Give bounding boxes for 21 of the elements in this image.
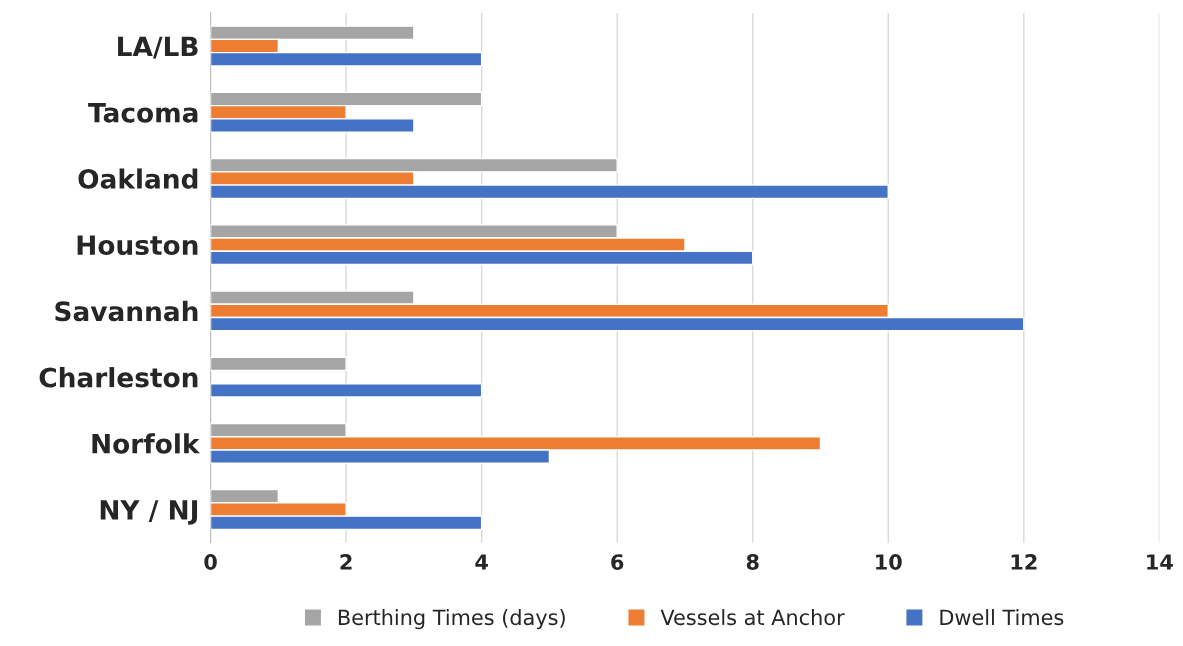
y-tick-label: LA/LB [118,36,198,59]
legend-label: Berthing Times (days) [338,609,565,630]
bar [210,356,347,372]
y-tick-label: Tacoma [88,103,198,123]
x-tick-label: 8 [746,554,759,570]
x-tick-label: 2 [340,554,352,570]
y-tick-label: Norfolk [92,433,200,454]
x-tick-label: 12 [1011,554,1037,570]
y-tick-label: Oakland [78,168,198,189]
x-tick-label: 6 [611,554,624,570]
legend-label: Dwell Times [940,609,1064,626]
x-tick-label: 10 [876,554,902,570]
bar [210,383,483,398]
x-tick-label: 0 [204,554,217,570]
y-tick-label: Savannah [55,300,198,322]
x-tick-label: 4 [475,554,488,570]
y-tick-label: Houston [77,235,198,256]
legend-label: Vessels at Anchor [660,609,845,626]
x-tick-label: 14 [1147,554,1173,570]
y-tick-label: Charleston [39,367,198,388]
y-tick-label: NY / NJ [100,500,198,525]
